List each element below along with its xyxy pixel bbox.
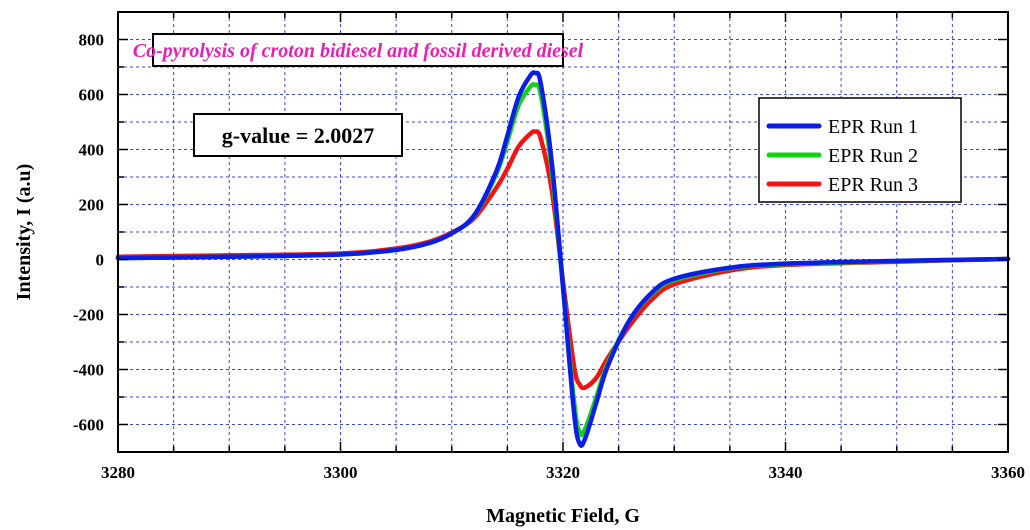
y-tick-label: 800 bbox=[79, 31, 105, 50]
annotation-box: g-value = 2.0027 bbox=[193, 113, 403, 157]
series-line-run-1 bbox=[115, 70, 1011, 448]
x-tick-label: 3300 bbox=[324, 463, 358, 482]
x-tick-label: 3360 bbox=[991, 463, 1025, 482]
ticks bbox=[117, 11, 1009, 453]
x-tick-label: 3340 bbox=[769, 463, 803, 482]
y-axis-title: Intensity, I (a.u) bbox=[13, 164, 35, 301]
tick-labels: 3280 3300 3320 3340 3360 -600 -400 -200 0 200 400 6… bbox=[73, 31, 1025, 483]
y-tick-label: 400 bbox=[79, 141, 105, 160]
g-value-annotation: g-value = 2.0027 bbox=[222, 123, 374, 148]
legend-label-run-2: EPR Run 2 bbox=[828, 145, 918, 167]
x-axis-title: Magnetic Field, G bbox=[486, 505, 640, 527]
y-tick-label: 0 bbox=[96, 251, 105, 270]
y-tick-label: 200 bbox=[79, 196, 105, 215]
y-tick-label: -600 bbox=[73, 416, 104, 435]
legend: EPR Run 1 EPR Run 2 EPR Run 3 bbox=[758, 97, 962, 203]
title-box: Co-pyrolysis of croton bidiesel and foss… bbox=[133, 33, 584, 67]
title-frame bbox=[152, 33, 564, 67]
x-tick-label: 3320 bbox=[546, 463, 580, 482]
series-group bbox=[115, 70, 1011, 448]
x-tick-label: 3280 bbox=[101, 463, 135, 482]
annotation-frame bbox=[193, 113, 403, 157]
y-tick-label: -400 bbox=[73, 361, 104, 380]
legend-label-run-3: EPR Run 3 bbox=[828, 174, 918, 196]
chart-title: Co-pyrolysis of croton bidiesel and foss… bbox=[133, 40, 584, 62]
y-tick-label: -200 bbox=[73, 306, 104, 325]
legend-label-run-1: EPR Run 1 bbox=[828, 116, 918, 138]
y-tick-label: 600 bbox=[79, 86, 105, 105]
